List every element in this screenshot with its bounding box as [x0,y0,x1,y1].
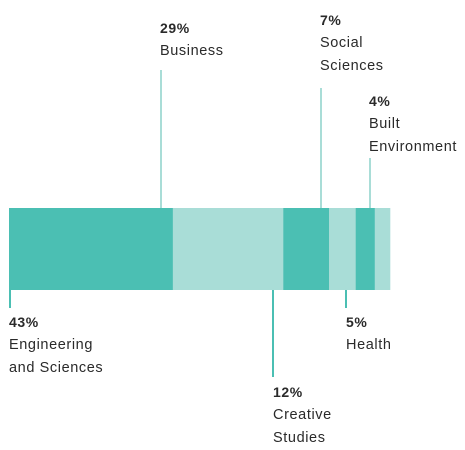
percent-label: 7% [320,12,342,28]
percent-label: 29% [160,20,190,36]
segment-label-health: 5% Health [346,311,392,357]
category-label: Social Sciences [320,35,384,74]
bar-segment-engineering [9,208,174,290]
bar-segment-social [329,208,357,290]
segment-label-social: 7% Social Sciences [320,9,384,78]
bar-segment-business [172,208,284,290]
percent-label: 12% [273,384,303,400]
category-label: Business [160,43,224,59]
segment-label-engineering: 43% Engineering and Sciences [9,311,103,380]
category-label: Engineering and Sciences [9,337,104,376]
stacked-bar-chart: 43% Engineering and Sciences 29% Business 12… [9,9,457,446]
percent-label: 5% [346,314,368,330]
bar-segment-health [355,208,376,290]
chart-canvas [9,70,391,377]
percent-label: 4% [369,93,391,109]
segment-label-built: 4% Built Environment [369,90,457,159]
segment-label-business: 29% Business [160,17,224,63]
category-label: Creative Studies [273,407,332,446]
bar-segment-built [374,208,391,290]
percent-label: 43% [9,314,39,330]
bar-segment-creative [283,208,330,290]
category-label: Health [346,337,392,353]
category-label: Built Environment [369,116,457,155]
